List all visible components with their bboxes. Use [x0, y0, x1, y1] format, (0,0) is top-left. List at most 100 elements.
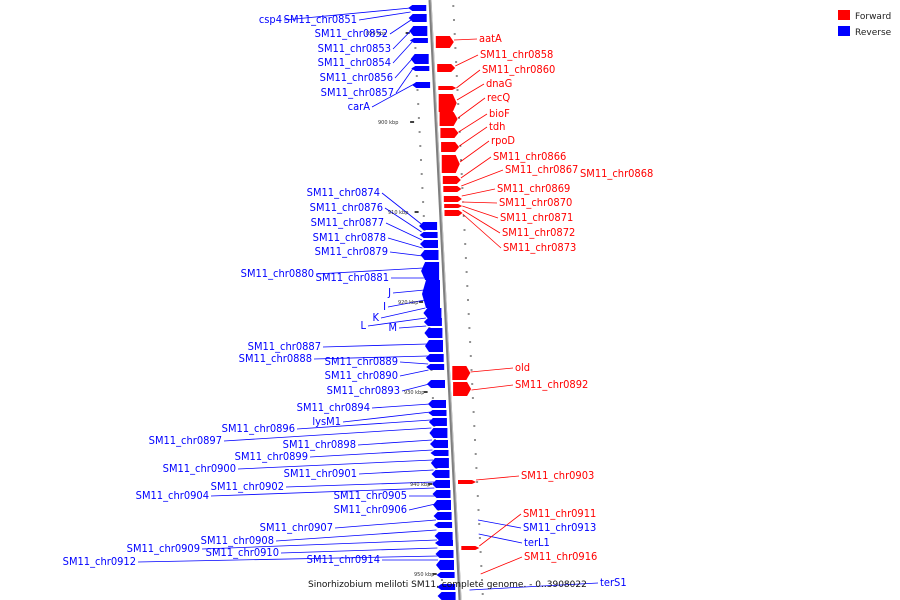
leader-line	[285, 481, 435, 488]
reverse-gene-arrow[interactable]	[409, 26, 428, 36]
reverse-gene-arrow[interactable]	[419, 222, 438, 230]
leader-line	[387, 237, 423, 249]
forward-gene-arrow[interactable]	[439, 112, 458, 126]
reverse-gene-arrow[interactable]	[430, 450, 449, 456]
reverse-gene-arrow[interactable]	[435, 550, 454, 558]
gene-label: SM11_chr0869	[497, 182, 570, 195]
reverse-gene-arrow[interactable]	[429, 428, 448, 438]
reverse-gene-arrow[interactable]	[430, 440, 448, 448]
reverse-gene-arrow[interactable]	[436, 560, 454, 570]
leader-line	[394, 57, 414, 79]
reverse-gene-arrow[interactable]	[420, 250, 439, 260]
gene-label: SM11_chr0881	[316, 271, 389, 284]
forward-gene-arrow[interactable]	[443, 186, 462, 192]
reverse-gene-arrow[interactable]	[428, 418, 447, 426]
forward-gene-arrow[interactable]	[437, 64, 456, 72]
gene-label: SM11_chr0907	[260, 521, 333, 534]
forward-gene-arrow[interactable]	[444, 210, 463, 216]
forward-gene-arrow[interactable]	[443, 196, 462, 202]
reverse-gene-arrow[interactable]	[431, 470, 450, 478]
gene-label: SM11_chr0858	[480, 48, 553, 61]
reverse-gene-arrow[interactable]	[430, 458, 449, 468]
reverse-gene-arrow[interactable]	[433, 512, 452, 520]
gene-label: SM11_chr0878	[313, 231, 386, 244]
forward-gene-arrow[interactable]	[461, 546, 480, 550]
reverse-gene-arrow[interactable]	[437, 592, 456, 600]
forward-gene-arrow[interactable]	[441, 142, 460, 152]
gene-label: SM11_chr0908	[201, 534, 274, 547]
forward-gene-arrow[interactable]	[441, 155, 460, 173]
gene-label: I	[383, 300, 386, 313]
reverse-gene-arrow[interactable]	[436, 572, 455, 578]
gene-label: terS1	[600, 576, 627, 589]
reverse-gene-arrow[interactable]	[424, 328, 443, 338]
forward-gene-arrow[interactable]	[442, 176, 461, 184]
forward-gene-arrow[interactable]	[435, 36, 454, 48]
gene-label: SM11_chr0879	[315, 245, 388, 258]
reverse-gene-arrow[interactable]	[425, 340, 443, 352]
reverse-gene-arrow[interactable]	[408, 14, 427, 22]
reverse-gene-arrow[interactable]	[410, 54, 429, 64]
reverse-gene-arrow[interactable]	[426, 364, 445, 370]
leader-line	[462, 201, 498, 204]
leader-line	[461, 188, 496, 197]
reverse-gene-arrow[interactable]	[432, 480, 450, 488]
leader-line	[296, 419, 432, 430]
reverse-gene-arrow[interactable]	[433, 500, 451, 510]
reverse-gene-arrow[interactable]	[427, 380, 445, 388]
label-layer: 899 kbp 900 kbp 910 kbp 920 kbp 930 kbp 940 k…	[63, 13, 654, 589]
leader-line	[389, 251, 423, 257]
kbp-label: 930 kbp	[404, 390, 424, 396]
gene-label: SM11_chr0897	[149, 434, 222, 447]
reverse-gene-arrow[interactable]	[423, 318, 442, 326]
leader-line	[456, 69, 481, 89]
leader-line	[358, 11, 411, 21]
reverse-gene-arrow[interactable]	[421, 262, 440, 280]
gene-label: SM11_chr0896	[222, 422, 295, 435]
reverse-gene-arrow[interactable]	[434, 532, 453, 540]
reverse-gene-arrow[interactable]	[437, 584, 456, 590]
leader-line	[477, 519, 522, 529]
reverse-gene-arrow[interactable]	[434, 522, 453, 528]
leader-line	[459, 140, 490, 163]
gene-label: bioF	[489, 107, 510, 120]
forward-gene-arrow[interactable]	[452, 366, 471, 380]
forward-gene-arrow[interactable]	[440, 128, 459, 138]
reverse-gene-arrow[interactable]	[432, 490, 451, 498]
kbp-label: 900 kbp	[378, 120, 398, 126]
leader-line	[201, 539, 438, 550]
leader-line	[309, 449, 433, 458]
reverse-gene-arrow[interactable]	[428, 400, 446, 408]
reverse-gene-arrow[interactable]	[412, 82, 431, 88]
reverse-gene-arrow[interactable]	[408, 5, 427, 11]
leader-line	[470, 367, 514, 373]
forward-gene-arrow[interactable]	[438, 86, 457, 90]
reverse-gene-arrow[interactable]	[409, 38, 428, 43]
gene-label: SM11_chr0870	[499, 196, 572, 209]
legend-forward-swatch	[838, 10, 850, 20]
map-caption: Sinorhizobium meliloti SM11, complete ge…	[308, 580, 587, 590]
forward-gene-arrow[interactable]	[438, 94, 457, 112]
reverse-gene-arrow[interactable]	[411, 66, 430, 71]
forward-gene-arrow[interactable]	[458, 480, 476, 484]
gene-label: SM11_chr0876	[310, 201, 383, 214]
leader-line	[283, 7, 411, 21]
leader-line	[384, 207, 422, 233]
forward-gene-arrow[interactable]	[453, 382, 472, 396]
kbp-label: 899 kbp	[366, 31, 386, 37]
gene-label: SM11_chr0887	[248, 340, 321, 353]
reverse-gene-arrow[interactable]	[420, 240, 438, 248]
reverse-gene-arrow[interactable]	[435, 540, 453, 546]
gene-label: aatA	[479, 32, 502, 45]
gene-label: rpoD	[491, 134, 515, 147]
gene-label: SM11_chr0900	[163, 462, 236, 475]
reverse-gene-arrow[interactable]	[423, 308, 442, 318]
leader-line	[357, 439, 433, 446]
reverse-gene-arrow[interactable]	[419, 232, 438, 238]
backbone-layer	[428, 0, 462, 600]
forward-gene-arrow[interactable]	[444, 204, 463, 208]
reverse-gene-arrow[interactable]	[422, 280, 440, 308]
reverse-gene-arrow[interactable]	[425, 354, 444, 362]
reverse-gene-arrow[interactable]	[428, 410, 447, 416]
